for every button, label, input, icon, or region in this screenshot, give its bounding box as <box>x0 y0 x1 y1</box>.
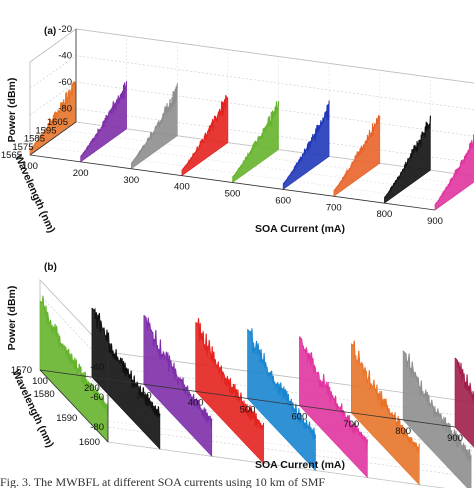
spectrum-line <box>181 95 229 171</box>
x-axis-title: SOA Current (mA) <box>255 459 345 471</box>
figure-caption: Fig. 3. The MWBFL at different SOA curre… <box>0 476 326 488</box>
spectrum-series-800mA <box>384 115 431 204</box>
x-tick-label: 100 <box>22 161 38 172</box>
spectrum-series-200mA <box>80 81 128 163</box>
z-tick-label: -20 <box>58 24 72 35</box>
spectrum-line <box>29 81 77 151</box>
z-gridline <box>29 81 474 137</box>
spectrum-series-300mA <box>143 314 213 457</box>
spectrum-line <box>247 328 317 440</box>
x-axis-title: SOA Current (mA) <box>255 223 345 235</box>
spectrum-line <box>454 357 474 401</box>
y-tick-label: 1565 <box>1 150 22 161</box>
spectrum-series-500mA <box>232 100 280 183</box>
z-tick-label: -60 <box>58 77 72 88</box>
y-axis-line <box>39 369 109 443</box>
x-tick-label: 600 <box>291 412 307 423</box>
spectrum-series-700mA <box>333 115 381 197</box>
z-axis-title: Power (dBm) <box>6 286 18 351</box>
x-tick-label: 700 <box>343 419 359 430</box>
spectrum-series-100mA <box>39 295 109 443</box>
spectrum-series-200mA <box>91 307 161 450</box>
spectrum-line <box>282 100 330 185</box>
x-tick-label: 500 <box>225 189 241 200</box>
spectrum-fill <box>282 100 330 190</box>
spectrum-series-100mA <box>29 81 77 156</box>
x-tick-label: 400 <box>188 397 204 408</box>
x-axis-line <box>29 154 436 211</box>
z-tick-label: -80 <box>90 422 104 433</box>
spectrum-line <box>298 336 368 450</box>
x-tick-label: 900 <box>427 216 443 227</box>
spectrum-series-400mA <box>181 94 229 176</box>
spectrum-line <box>333 115 381 192</box>
spectrum-line <box>143 314 213 427</box>
spectrum-line <box>195 318 265 430</box>
spectrum-series-400mA <box>195 317 265 464</box>
x-tick-label: 600 <box>275 195 291 206</box>
x-tick-label: 500 <box>240 405 256 416</box>
y-tick-label: 1570 <box>11 365 32 376</box>
x-tick-label: 800 <box>395 426 411 437</box>
x-tick-label: 300 <box>136 390 152 401</box>
y-tick-label: 1595 <box>35 125 56 136</box>
spectrum-line <box>130 83 178 164</box>
spectrum-series-300mA <box>130 83 178 170</box>
spectrum-series-800mA <box>402 350 472 488</box>
z-tick-label: -40 <box>58 51 72 62</box>
x-tick-label: 900 <box>447 433 463 444</box>
x-tick-label: 100 <box>32 376 48 387</box>
spectrum-line <box>80 81 128 157</box>
spectrum-line <box>91 307 161 418</box>
chart-panel-b: -40 -60 -80 1570 1580 1590 1600 100 200 300 400 500… <box>6 262 474 488</box>
spectrum-line <box>384 115 431 199</box>
z-gridline <box>29 55 474 110</box>
spectrum-series-600mA <box>282 100 330 190</box>
x-tick-label: 400 <box>174 182 190 193</box>
x-axis-line <box>39 369 456 428</box>
spectrum-line <box>402 350 472 463</box>
x-tick-label: 300 <box>123 175 139 186</box>
panel-label: (a) <box>44 26 56 37</box>
spectrum-series-500mA <box>247 328 317 471</box>
y-tick-label: 1590 <box>56 413 77 424</box>
spectrum-line <box>350 340 420 453</box>
z-tick-label: -40 <box>90 362 104 373</box>
y-tick-label: 1580 <box>34 389 55 400</box>
spectrum-line <box>434 134 474 206</box>
z-gridline <box>29 28 474 84</box>
z-tick-label: -80 <box>58 104 72 115</box>
z-gridline <box>39 294 474 418</box>
spectrum-series-600mA <box>298 336 368 478</box>
y-axis-line <box>29 121 77 156</box>
x-tick-label: 700 <box>326 202 342 213</box>
panel-label: (b) <box>44 262 57 273</box>
x-tick-label: 200 <box>73 168 89 179</box>
spectrum-line <box>39 295 109 414</box>
spectrum-series-700mA <box>350 340 420 486</box>
y-tick-label: 1585 <box>24 134 45 145</box>
z-tick-label: -60 <box>90 392 104 403</box>
spectrum-series-900mA <box>454 357 474 448</box>
y-tick-label: 1600 <box>79 437 100 448</box>
x-tick-label: 800 <box>376 209 392 220</box>
spectrum-line <box>232 101 280 178</box>
y-tick-label: 1575 <box>12 142 33 153</box>
z-axis-title: Power (dBm) <box>6 78 18 143</box>
x-tick-label: 200 <box>84 383 100 394</box>
y-tick-label: 1605 <box>47 117 68 128</box>
